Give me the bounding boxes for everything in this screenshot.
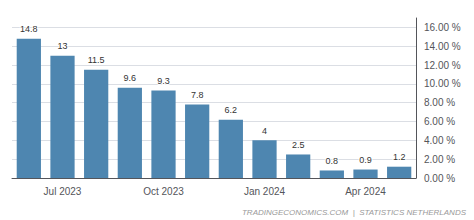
svg-text:4: 4 xyxy=(262,126,267,136)
svg-text:4.00 %: 4.00 % xyxy=(424,135,455,146)
svg-text:13: 13 xyxy=(57,41,67,51)
svg-text:9.6: 9.6 xyxy=(124,73,137,83)
svg-text:2.00 %: 2.00 % xyxy=(424,154,455,165)
svg-text:16.00 %: 16.00 % xyxy=(424,22,461,33)
svg-text:9.3: 9.3 xyxy=(157,76,170,86)
svg-text:Jan 2024: Jan 2024 xyxy=(244,186,286,197)
svg-text:14.00 %: 14.00 % xyxy=(424,41,461,52)
svg-text:10.00 %: 10.00 % xyxy=(424,78,461,89)
svg-text:6.2: 6.2 xyxy=(225,105,238,115)
svg-text:1.2: 1.2 xyxy=(393,152,406,162)
svg-text:11.5: 11.5 xyxy=(88,55,105,65)
svg-text:0.9: 0.9 xyxy=(359,155,372,165)
svg-text:2.5: 2.5 xyxy=(292,140,305,150)
svg-text:0.8: 0.8 xyxy=(326,156,339,166)
svg-text:Jul 2023: Jul 2023 xyxy=(44,186,82,197)
svg-text:6.00 %: 6.00 % xyxy=(424,116,455,127)
svg-text:7.8: 7.8 xyxy=(191,90,204,100)
svg-text:Oct 2023: Oct 2023 xyxy=(143,186,184,197)
svg-text:8.00 %: 8.00 % xyxy=(424,97,455,108)
svg-text:0.00 %: 0.00 % xyxy=(424,173,455,184)
svg-text:12.00 %: 12.00 % xyxy=(424,60,461,71)
svg-text:Apr 2024: Apr 2024 xyxy=(345,186,386,197)
svg-text:14.8: 14.8 xyxy=(20,24,38,34)
svg-text:TRADINGECONOMICS.COM | STATI: TRADINGECONOMICS.COM | STATISTICS NETHER… xyxy=(242,208,467,217)
